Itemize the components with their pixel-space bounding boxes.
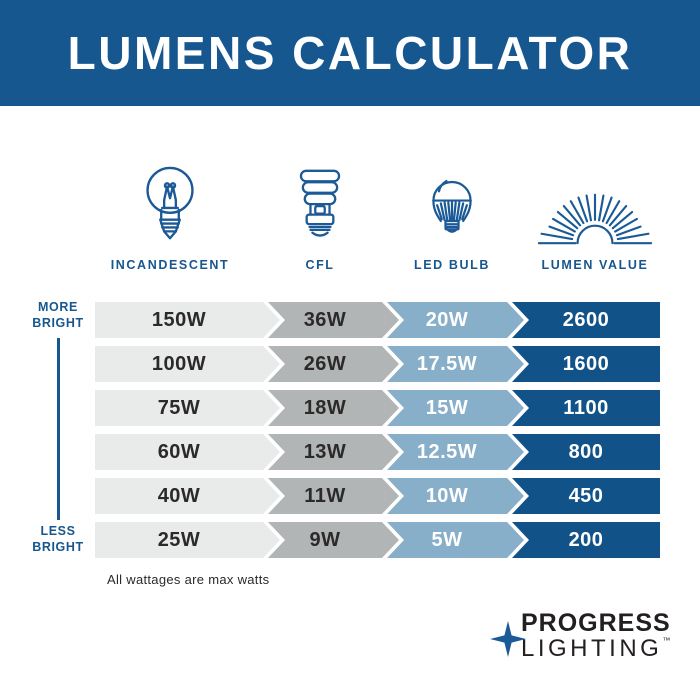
logo-brand-text: PROGRESS xyxy=(521,609,671,637)
cell-incandescent: 25W xyxy=(95,522,280,558)
cell-cfl: 26W xyxy=(268,346,399,382)
cell-cfl: 9W xyxy=(268,522,399,558)
cell-led: 12.5W xyxy=(387,434,524,470)
cell-cfl: 13W xyxy=(268,434,399,470)
incandescent-bulb-icon xyxy=(142,165,198,247)
conversion-table: 150W 36W 20W 2600 100W 26W 17.5W 1600 75… xyxy=(95,302,660,566)
table-row: 75W 18W 15W 1100 xyxy=(95,390,660,426)
led-bulb-icon xyxy=(427,169,477,247)
lumen-rays-icon xyxy=(536,187,654,247)
logo-wordmark: PROGRESS LIGHTING™ xyxy=(521,611,671,661)
page-title: LUMENS CALCULATOR xyxy=(67,27,633,79)
cell-led: 10W xyxy=(387,478,524,514)
brightness-scale-less-label: LESS BRIGHT xyxy=(32,524,84,554)
column-header-lumen-value: LUMEN VALUE xyxy=(517,166,673,272)
cell-cfl: 18W xyxy=(268,390,399,426)
cfl-bulb-icon xyxy=(295,167,345,247)
column-label-incandescent: INCANDESCENT xyxy=(110,258,230,272)
table-row: 100W 26W 17.5W 1600 xyxy=(95,346,660,382)
cell-incandescent: 60W xyxy=(95,434,280,470)
table-row: 150W 36W 20W 2600 xyxy=(95,302,660,338)
cell-lumen-value: 1100 xyxy=(512,390,660,426)
cell-incandescent: 100W xyxy=(95,346,280,382)
column-label-cfl: CFL xyxy=(305,258,335,272)
cell-lumen-value: 800 xyxy=(512,434,660,470)
trademark-symbol: ™ xyxy=(662,636,671,645)
cell-incandescent: 40W xyxy=(95,478,280,514)
cell-cfl: 11W xyxy=(268,478,399,514)
column-header-cfl: CFL xyxy=(245,166,395,272)
cell-incandescent: 150W xyxy=(95,302,280,338)
cell-led: 15W xyxy=(387,390,524,426)
cell-led: 17.5W xyxy=(387,346,524,382)
cell-lumen-value: 450 xyxy=(512,478,660,514)
star-icon xyxy=(490,621,526,657)
cell-lumen-value: 1600 xyxy=(512,346,660,382)
cell-lumen-value: 200 xyxy=(512,522,660,558)
cell-led: 20W xyxy=(387,302,524,338)
column-header-led: LED BULB xyxy=(377,166,527,272)
column-header-incandescent: INCANDESCENT xyxy=(95,166,245,272)
table-row: 25W 9W 5W 200 xyxy=(95,522,660,558)
table-row: 40W 11W 10W 450 xyxy=(95,478,660,514)
cell-led: 5W xyxy=(387,522,524,558)
table-row: 60W 13W 12.5W 800 xyxy=(95,434,660,470)
cell-lumen-value: 2600 xyxy=(512,302,660,338)
logo-sub-text: LIGHTING™ xyxy=(521,635,671,662)
cell-cfl: 36W xyxy=(268,302,399,338)
brightness-scale-more-label: MORE BRIGHT xyxy=(32,300,84,330)
progress-lighting-logo: PROGRESS LIGHTING™ xyxy=(489,611,671,661)
header-banner: LUMENS CALCULATOR xyxy=(0,0,700,106)
cell-incandescent: 75W xyxy=(95,390,280,426)
column-label-led: LED BULB xyxy=(414,258,490,272)
brightness-scale-line xyxy=(57,338,60,520)
footnote: All wattages are max watts xyxy=(107,572,270,587)
column-label-lumen-value: LUMEN VALUE xyxy=(541,258,649,272)
